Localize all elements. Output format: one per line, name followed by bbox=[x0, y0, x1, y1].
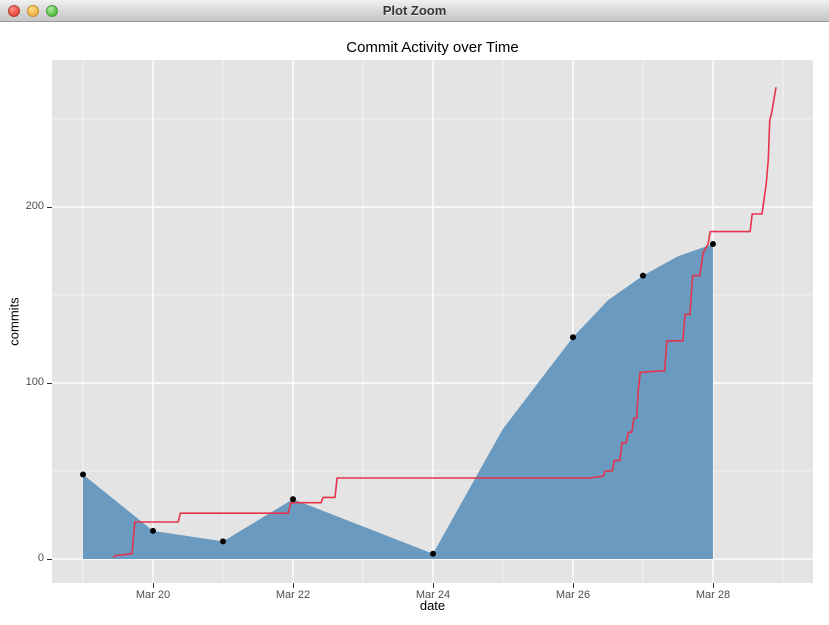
data-point bbox=[150, 527, 157, 534]
x-tick-label: Mar 28 bbox=[695, 589, 731, 601]
x-tick-mark bbox=[292, 583, 294, 588]
x-axis-title: date bbox=[419, 598, 446, 613]
data-point bbox=[289, 496, 296, 503]
data-point bbox=[709, 240, 716, 247]
data-point bbox=[569, 334, 576, 341]
data-point bbox=[80, 471, 87, 478]
y-tick-label: 0 bbox=[37, 551, 44, 564]
x-tick-mark bbox=[712, 583, 714, 588]
x-tick-label: Mar 20 bbox=[135, 589, 171, 601]
x-tick-mark bbox=[153, 583, 154, 588]
x-tick-mark bbox=[432, 583, 434, 588]
minimize-button[interactable] bbox=[27, 5, 39, 17]
plot-title: Commit Activity over Time bbox=[346, 39, 519, 56]
x-tick-label: Mar 22 bbox=[275, 589, 311, 601]
y-tick-mark bbox=[47, 382, 52, 384]
y-tick-mark bbox=[47, 558, 52, 560]
y-tick-label: 200 bbox=[25, 199, 44, 212]
data-point bbox=[639, 272, 646, 279]
y-axis-title: commits bbox=[6, 297, 22, 346]
window-titlebar[interactable]: Plot Zoom bbox=[0, 0, 829, 22]
cumulative-step-line bbox=[112, 87, 777, 558]
x-tick-mark bbox=[572, 583, 574, 588]
y-tick-mark bbox=[47, 206, 52, 208]
close-button[interactable] bbox=[8, 5, 20, 17]
y-tick-label: 100 bbox=[25, 375, 44, 388]
area-series bbox=[83, 243, 713, 559]
x-tick-label: Mar 26 bbox=[555, 589, 591, 601]
data-point bbox=[220, 538, 227, 545]
x-tick-label: Mar 24 bbox=[415, 589, 451, 601]
zoom-button[interactable] bbox=[46, 5, 58, 17]
plot-svg bbox=[52, 60, 813, 583]
window-title: Plot Zoom bbox=[382, 3, 447, 18]
data-point bbox=[429, 550, 436, 557]
plot-panel bbox=[52, 60, 813, 583]
